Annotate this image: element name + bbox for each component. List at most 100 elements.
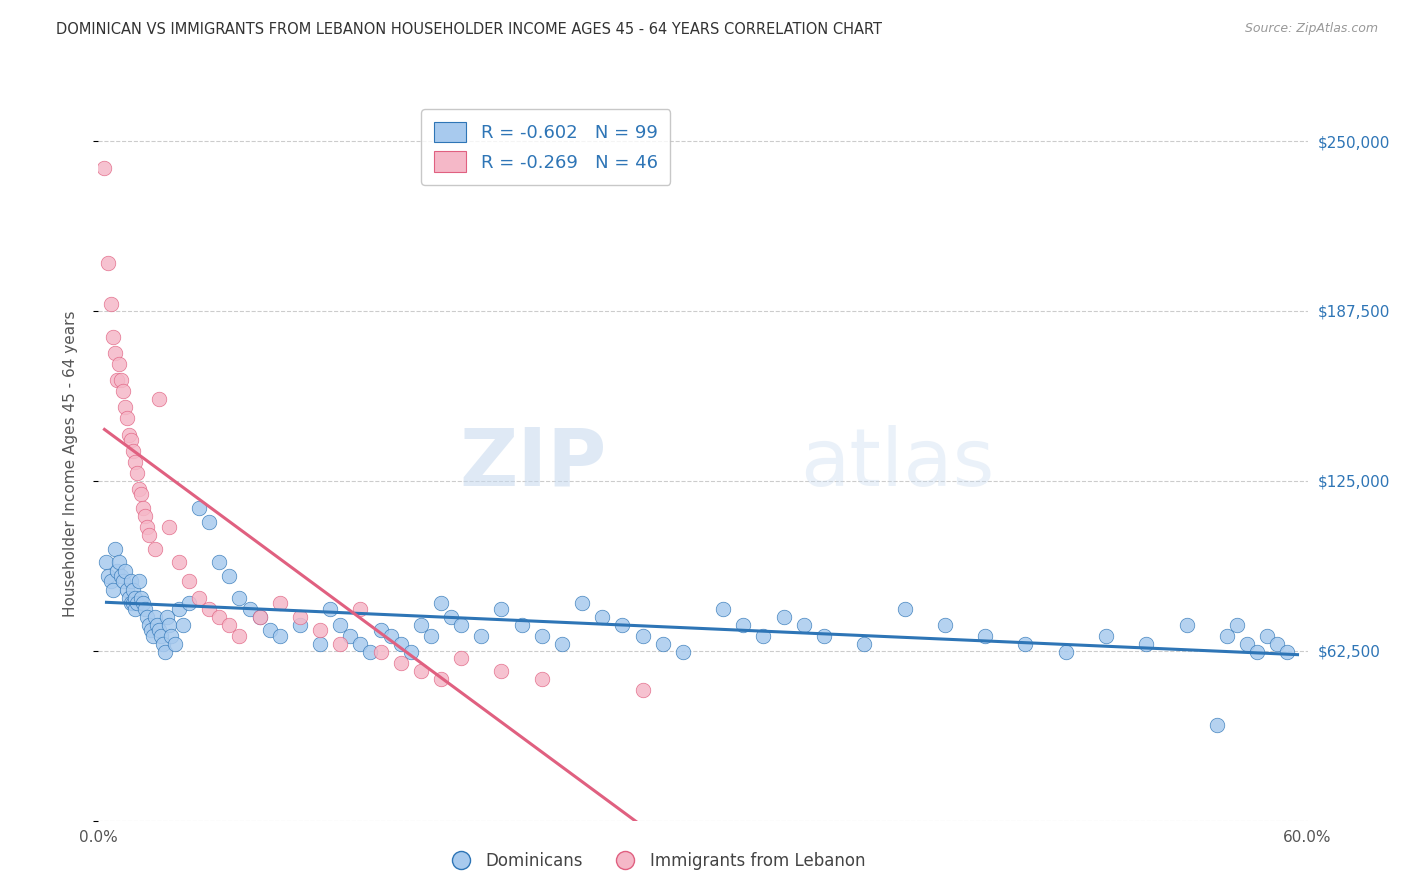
Point: [228, 591, 250, 605]
Point: [370, 645, 392, 659]
Point: [370, 624, 392, 638]
Point: [349, 601, 371, 615]
Point: [752, 629, 775, 643]
Point: [329, 618, 352, 632]
Point: [853, 637, 876, 651]
Point: [380, 629, 402, 643]
Point: [179, 574, 201, 589]
Point: [132, 501, 155, 516]
Point: [114, 564, 136, 578]
Point: [134, 509, 156, 524]
Point: [135, 520, 157, 534]
Point: [672, 645, 695, 659]
Point: [1175, 618, 1198, 632]
Text: ZIP: ZIP: [458, 425, 606, 503]
Point: [1054, 645, 1077, 659]
Point: [143, 541, 166, 556]
Point: [1095, 629, 1118, 643]
Point: [591, 609, 613, 624]
Point: [128, 482, 150, 496]
Point: [349, 637, 371, 651]
Point: [121, 582, 143, 597]
Point: [228, 629, 250, 643]
Point: [125, 466, 148, 480]
Point: [440, 609, 463, 624]
Point: [134, 601, 156, 615]
Point: [288, 618, 311, 632]
Point: [409, 664, 432, 678]
Point: [97, 256, 120, 270]
Point: [1226, 618, 1249, 632]
Point: [121, 596, 143, 610]
Point: [124, 601, 146, 615]
Point: [143, 609, 166, 624]
Point: [160, 629, 183, 643]
Point: [612, 618, 634, 632]
Point: [450, 650, 472, 665]
Point: [138, 618, 160, 632]
Point: [530, 629, 553, 643]
Point: [319, 601, 342, 615]
Point: [115, 582, 138, 597]
Point: [93, 161, 115, 176]
Point: [1206, 718, 1229, 732]
Point: [1256, 629, 1278, 643]
Text: atlas: atlas: [800, 425, 994, 503]
Point: [430, 596, 453, 610]
Point: [115, 411, 138, 425]
Point: [118, 427, 141, 442]
Point: [100, 297, 122, 311]
Point: [121, 444, 143, 458]
Point: [120, 574, 142, 589]
Point: [530, 673, 553, 687]
Point: [107, 555, 129, 569]
Point: [651, 637, 673, 651]
Point: [111, 384, 134, 398]
Point: [309, 637, 332, 651]
Point: [339, 629, 361, 643]
Point: [249, 609, 271, 624]
Point: [103, 346, 125, 360]
Point: [893, 601, 915, 615]
Point: [1236, 637, 1258, 651]
Point: [491, 601, 513, 615]
Point: [179, 596, 201, 610]
Point: [631, 683, 654, 698]
Point: [420, 629, 443, 643]
Point: [156, 609, 179, 624]
Point: [450, 618, 472, 632]
Y-axis label: Householder Income Ages 45 - 64 years: Householder Income Ages 45 - 64 years: [63, 310, 77, 617]
Point: [124, 455, 146, 469]
Point: [974, 629, 997, 643]
Point: [153, 645, 176, 659]
Point: [1216, 629, 1239, 643]
Point: [218, 618, 240, 632]
Point: [138, 528, 160, 542]
Point: [1267, 637, 1289, 651]
Point: [120, 433, 142, 447]
Point: [1246, 645, 1268, 659]
Point: [510, 618, 533, 632]
Point: [167, 601, 190, 615]
Point: [96, 555, 118, 569]
Point: [139, 624, 162, 638]
Point: [631, 629, 654, 643]
Text: DOMINICAN VS IMMIGRANTS FROM LEBANON HOUSEHOLDER INCOME AGES 45 - 64 YEARS CORRE: DOMINICAN VS IMMIGRANTS FROM LEBANON HOU…: [56, 22, 882, 37]
Point: [389, 656, 412, 670]
Point: [135, 609, 157, 624]
Point: [409, 618, 432, 632]
Point: [198, 515, 221, 529]
Point: [100, 574, 122, 589]
Point: [157, 520, 180, 534]
Point: [491, 664, 513, 678]
Point: [208, 609, 231, 624]
Point: [198, 601, 221, 615]
Point: [430, 673, 453, 687]
Point: [259, 624, 281, 638]
Point: [114, 401, 136, 415]
Point: [188, 591, 211, 605]
Point: [157, 618, 180, 632]
Point: [551, 637, 574, 651]
Point: [309, 624, 332, 638]
Point: [1277, 645, 1299, 659]
